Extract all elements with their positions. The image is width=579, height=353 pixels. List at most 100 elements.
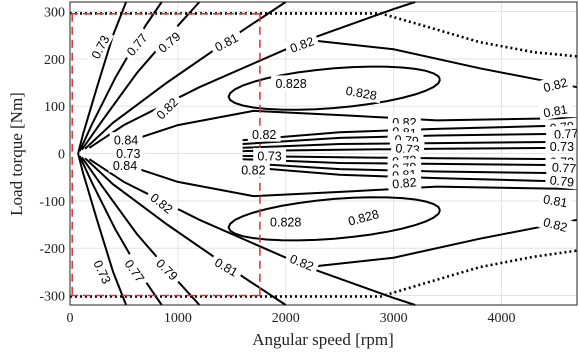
contour-label-bg: [271, 75, 312, 91]
x-tick-label: 1000: [164, 311, 192, 326]
contour-label: 0.828: [342, 204, 385, 230]
contour-label-text: 0.82: [252, 128, 276, 142]
contour-label-text: 0.82: [542, 75, 569, 95]
contour-label-text: 0.73: [550, 140, 574, 154]
y-tick-label: -300: [39, 290, 65, 305]
y-axis-label: Load torque [Nm]: [7, 92, 26, 216]
contour-082-inner-lower: [134, 166, 578, 198]
contour-label-bg: [108, 157, 142, 173]
contour-082-outer-lower: [307, 218, 578, 269]
contour-label: 0.82: [237, 162, 270, 178]
contour-line-upper-1: [78, 1, 163, 152]
contour-label: 0.82: [537, 212, 574, 236]
contour-label-text: 0.84: [114, 134, 138, 148]
x-tick-labels: 0 1000 2000 3000 4000: [67, 311, 516, 326]
contour-label-bg: [544, 171, 579, 190]
contour-label: 0.82: [149, 91, 184, 126]
y-tick-label: 200: [44, 53, 65, 68]
contour-label: 0.82: [144, 186, 180, 219]
contour-label-text: 0.81: [542, 192, 568, 210]
contour-label-bg: [537, 72, 574, 96]
contour-label-bg: [111, 145, 145, 161]
contour-label-text: 0.82: [542, 215, 569, 235]
contour-label-bg: [283, 31, 320, 57]
contour-label-text: 0.77: [551, 160, 576, 176]
boundary-lines: [70, 12, 578, 298]
torque-limit-lower: [70, 249, 578, 298]
contour-label: 0.77: [547, 158, 579, 176]
contour-label-bg: [237, 162, 270, 178]
contour-line-upper-4: [88, 1, 416, 149]
contour-label-bg: [208, 251, 245, 282]
contour-082-outer-upper: [307, 38, 578, 89]
contour-label: 0.82: [537, 72, 574, 96]
contour-line-lower-3: [84, 157, 287, 306]
contour-label: 0.84: [108, 157, 142, 173]
contour-label-bg: [342, 204, 385, 230]
contour-label-text: 0.82: [288, 252, 316, 274]
contour-line-lower-1: [78, 155, 163, 306]
y-tick-label: -100: [39, 195, 65, 210]
x-tick-label: 2000: [272, 311, 300, 326]
x-tick-label: 3000: [380, 311, 408, 326]
contour-label-text: 0.828: [347, 207, 381, 229]
operating-limit-lines: [70, 13, 261, 297]
contour-label-bg: [208, 27, 245, 57]
contour-line-upper-2: [81, 1, 201, 151]
plot-frame: [69, 1, 578, 306]
contour-0828-upper: [227, 65, 441, 111]
contour-label-bg: [149, 91, 184, 126]
contour-right-upper-3: [242, 146, 578, 153]
contour-line-upper-3: [84, 1, 287, 150]
contour-label: 0.82: [247, 126, 281, 142]
contour-label-text: 0.73: [257, 149, 281, 163]
contour-label-bg: [547, 158, 579, 176]
contour-label: 0.82: [387, 173, 422, 191]
contour-label-text: 0.828: [345, 84, 378, 103]
contour-label: 0.79: [544, 171, 579, 190]
contour-082-inner-upper: [134, 109, 578, 141]
contour-label: 0.828: [340, 81, 383, 104]
contour-line-lower-2: [81, 156, 201, 306]
contour-label: 0.81: [538, 190, 573, 211]
contour-label-text: 0.828: [275, 77, 306, 91]
contour-label-bg: [340, 81, 383, 104]
contour-label-text: 0.73: [116, 147, 140, 161]
contour-label: 0.77: [549, 124, 579, 142]
contour-label-bg: [150, 252, 185, 287]
contour-label-bg: [120, 26, 153, 62]
contour-label: 0.73: [545, 138, 579, 154]
x-tick-label: 4000: [487, 311, 515, 326]
contour-label: 0.81: [537, 100, 573, 121]
contour-label-text: 0.828: [270, 216, 301, 230]
contour-label: 0.81: [208, 251, 245, 282]
contour-label: 0.81: [208, 27, 245, 57]
x-axis-label: Angular speed [rpm]: [252, 330, 394, 349]
contour-label: 0.82: [284, 248, 321, 276]
contour-label-bg: [265, 214, 306, 230]
contour-label: 0.828: [265, 214, 306, 230]
contour-label-text: 0.77: [554, 126, 579, 142]
y-tick-label: 100: [44, 100, 65, 115]
y-tick-labels: 300 200 100 0 -100 -200 -300: [39, 5, 65, 304]
contour-label-bg: [119, 252, 151, 289]
contour-label-text: 0.82: [241, 164, 265, 178]
contour-label-text: 0.81: [542, 102, 568, 120]
contour-label-bg: [109, 132, 143, 148]
contour-label-bg: [549, 124, 579, 142]
contour-line-upper-0: [77, 1, 128, 154]
contour-label-text: 0.82: [392, 175, 418, 191]
contour-label: 0.73: [253, 147, 286, 163]
contour-label-bg: [144, 186, 180, 219]
contour-label-text: 0.84: [113, 159, 137, 173]
contour-line-lower-4: [88, 158, 416, 306]
contour-label-bg: [537, 100, 573, 121]
contour-label: 0.79: [150, 252, 185, 287]
contour-label-bg: [253, 147, 286, 163]
contour-label: 0.73: [111, 145, 145, 161]
contour-label-text: 0.82: [288, 34, 316, 55]
contour-label-bg: [538, 190, 573, 211]
contour-label-bg: [151, 25, 187, 59]
contour-label: 0.79: [151, 25, 187, 59]
